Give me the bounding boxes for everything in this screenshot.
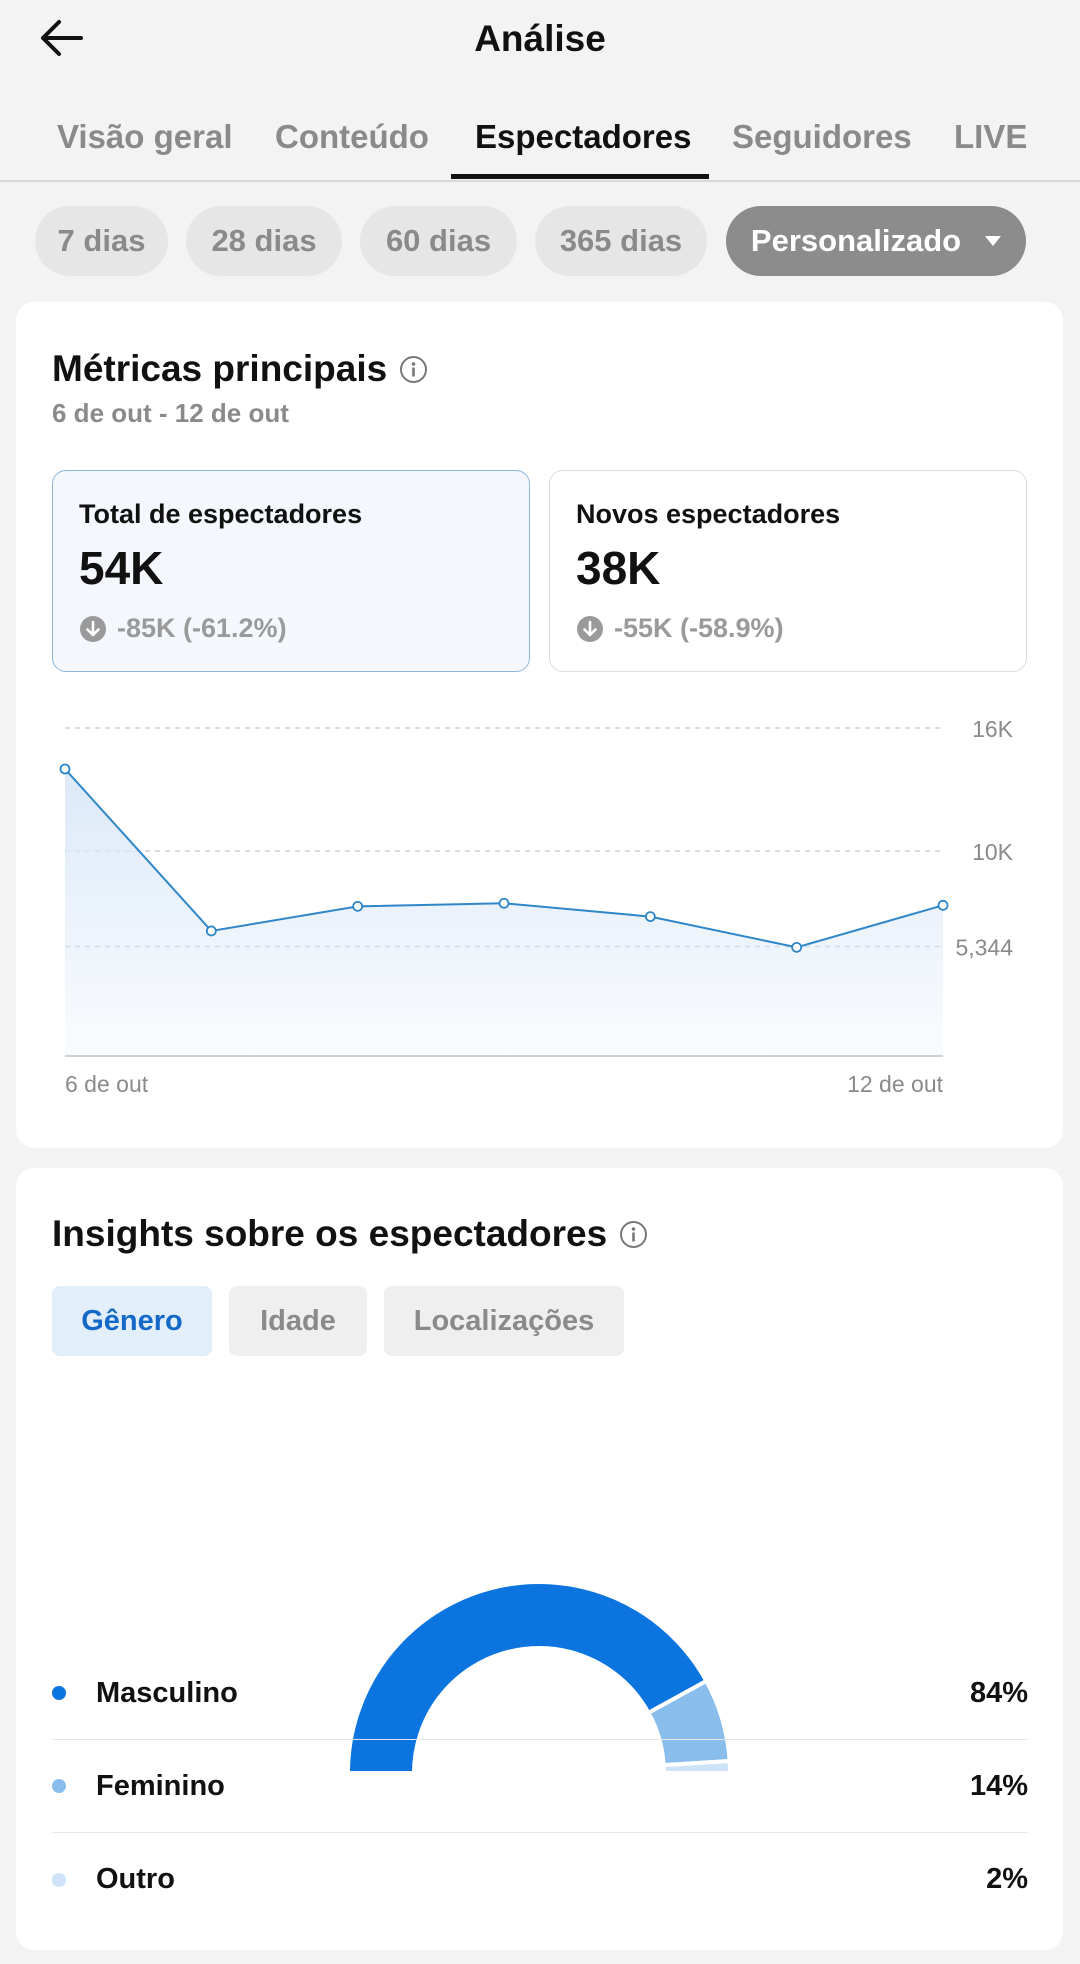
tab-visao-geral[interactable]: Visão geral [57, 118, 233, 155]
legend-value: 84% [969, 1676, 1028, 1709]
info-icon[interactable] [399, 355, 428, 384]
metric-card-total-viewers[interactable]: Total de espectadores 54K -85K (-61.2%) [52, 470, 530, 672]
tab-conteudo[interactable]: Conteúdo [275, 118, 429, 155]
tab-seguidores[interactable]: Seguidores [732, 118, 912, 155]
data-point [498, 897, 510, 909]
data-point [644, 911, 656, 923]
metric-delta-text: -85K (-61.2%) [117, 613, 287, 643]
donut-segment-2 [661, 1758, 733, 1775]
period-label: 7 dias [57, 223, 146, 258]
tab-age[interactable]: Idade [229, 1286, 367, 1356]
data-point [205, 925, 217, 937]
insights-heading: Insights sobre os espectadores [52, 1213, 648, 1255]
app-header: Análise [0, 0, 1080, 80]
key-metrics-heading: Métricas principais [52, 348, 428, 390]
viewers-line-chart: 16K 10K 5,344 6 de out 12 de out [59, 716, 1014, 1097]
info-icon[interactable] [619, 1220, 648, 1249]
arrow-left-icon [37, 18, 85, 58]
metric-delta: -85K (-61.2%) [79, 613, 287, 644]
donut-segment-0 [345, 1580, 710, 1775]
tab-locations[interactable]: Localizações [384, 1286, 624, 1356]
arrow-down-circle-icon [79, 615, 107, 643]
data-point [791, 941, 803, 953]
period-filter: 7 dias 28 dias 60 dias 365 dias Personal… [0, 206, 1080, 278]
y-tick-label: 10K [972, 839, 1014, 865]
period-7-days[interactable]: 7 dias [35, 206, 168, 276]
legend-row-female: Feminino 14% [52, 1740, 1028, 1833]
metric-value: 54K [79, 542, 164, 594]
key-metrics-card: Métricas principais 6 de out - 12 de out… [16, 302, 1063, 1148]
data-point [59, 763, 71, 775]
tab-live[interactable]: LIVE [954, 118, 1028, 155]
period-365-days[interactable]: 365 dias [535, 206, 707, 276]
metric-label: Total de espectadores [79, 499, 363, 529]
tab-label: Localizações [413, 1304, 595, 1337]
section-title: Métricas principais [52, 348, 388, 389]
x-tick-label: 12 de out [847, 1071, 944, 1097]
tab-bar: Visão geral Conteúdo Espectadores Seguid… [0, 100, 1080, 182]
legend-label: Feminino [96, 1769, 225, 1802]
legend-label: Outro [96, 1863, 175, 1895]
date-range: 6 de out - 12 de out [52, 398, 289, 428]
period-label: 28 dias [211, 223, 317, 258]
period-28-days[interactable]: 28 dias [186, 206, 342, 276]
data-point [352, 900, 364, 912]
legend-row-other: Outro 2% [52, 1833, 1028, 1926]
gender-half-donut-chart [345, 1580, 733, 1775]
legend-row-male: Masculino 84% [52, 1647, 1028, 1740]
active-tab-indicator [451, 174, 709, 179]
x-tick-label: 6 de out [65, 1071, 149, 1097]
period-label: 365 dias [559, 223, 683, 258]
legend-dot [52, 1872, 66, 1887]
tab-espectadores[interactable]: Espectadores [475, 118, 692, 155]
tab-label: Idade [260, 1304, 336, 1337]
caret-down-icon [985, 236, 1002, 246]
period-label: 60 dias [385, 223, 492, 258]
metric-card-new-viewers[interactable]: Novos espectadores 38K -55K (-58.9%) [549, 470, 1027, 672]
section-title: Insights sobre os espectadores [52, 1213, 608, 1254]
legend-dot [52, 1779, 66, 1793]
series-area [65, 769, 943, 1056]
legend-value: 2% [986, 1863, 1028, 1895]
period-60-days[interactable]: 60 dias [360, 206, 517, 276]
metric-label: Novos espectadores [576, 499, 841, 529]
legend-value: 14% [969, 1769, 1028, 1802]
page-title: Análise [474, 18, 606, 59]
back-button[interactable] [30, 12, 92, 64]
data-point [937, 899, 949, 911]
viewer-insights-card: Insights sobre os espectadores Gênero Id… [16, 1168, 1063, 1950]
legend-label: Masculino [96, 1676, 238, 1709]
y-tick-label: 16K [972, 716, 1014, 742]
y-tick-label: 5,344 [955, 934, 1013, 960]
metric-value: 38K [576, 542, 661, 594]
tab-gender[interactable]: Gênero [52, 1286, 212, 1356]
legend-dot [52, 1686, 66, 1700]
period-custom-dropdown[interactable]: Personalizado [726, 206, 1026, 276]
arrow-down-circle-icon [576, 615, 604, 643]
tab-label: Gênero [81, 1304, 183, 1337]
period-label: Personalizado [750, 223, 962, 258]
metric-delta: -55K (-58.9%) [576, 613, 784, 644]
metric-delta-text: -55K (-58.9%) [614, 613, 784, 643]
